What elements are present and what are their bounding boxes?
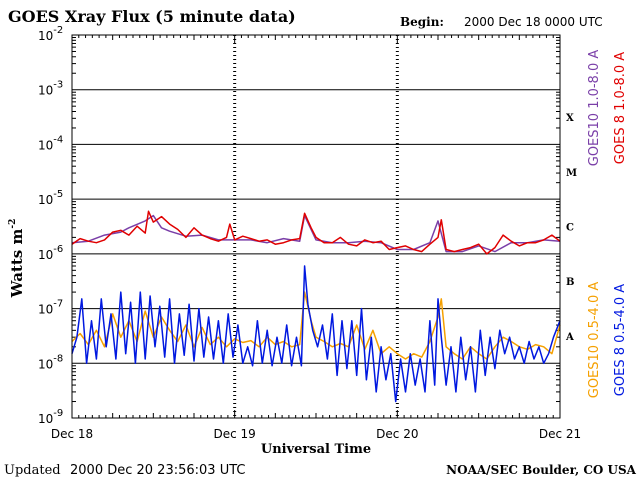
flare-class-label: B: [566, 277, 574, 288]
x-tick-label: Dec 20: [376, 427, 418, 441]
y-axis-label: Watts m-2: [8, 219, 26, 299]
y-tick-exponent: -7: [53, 299, 63, 310]
y-tick-label: 10-2: [38, 25, 63, 43]
series-line-2: [71, 291, 561, 360]
series-line-1: [71, 210, 561, 255]
flare-class-label: C: [566, 223, 574, 234]
begin-label: Begin:: [400, 15, 444, 29]
updated-label: Updated: [4, 463, 61, 478]
y-tick-label: 10-3: [38, 80, 63, 98]
y-tick-base: 10: [38, 357, 53, 371]
y-tick-exponent: -3: [53, 80, 63, 91]
y-tick-exponent: -2: [53, 25, 63, 36]
y-tick-base: 10: [38, 193, 53, 207]
flare-class-label: A: [565, 332, 574, 343]
begin-value: 2000 Dec 18 0000 UTC: [464, 15, 603, 29]
y-tick-base: 10: [38, 248, 53, 262]
y-tick-exponent: -5: [53, 189, 63, 200]
y-tick-label: 10-5: [38, 189, 63, 207]
chart-title: GOES Xray Flux (5 minute data): [8, 7, 296, 26]
y-tick-label: 10-8: [38, 353, 63, 371]
y-axis-label-text: Watts m: [8, 229, 26, 299]
x-tick-label: Dec 19: [214, 427, 256, 441]
series-line-3: [71, 265, 561, 403]
flare-class-labels: X M C B A: [565, 113, 577, 343]
y-tick-label: 10-4: [38, 134, 63, 152]
y-tick-exponent: -9: [53, 408, 63, 419]
y-tick-base: 10: [38, 412, 53, 426]
y-tick-exponent: -6: [53, 244, 63, 255]
legend-goes8-long: GOES 8 1.0-8.0 A: [613, 52, 628, 164]
y-tick-label: 10-6: [38, 244, 63, 262]
y-tick-base: 10: [38, 138, 53, 152]
x-tick-label: Dec 21: [539, 427, 581, 441]
legend-goes10-long: GOES10 1.0-8.0 A: [587, 50, 602, 167]
y-tick-labels: 10-210-310-410-510-610-710-810-9: [38, 25, 63, 426]
y-axis-label-superscript: -2: [8, 219, 18, 229]
y-tick-label: 10-7: [38, 299, 63, 317]
flare-class-label: M: [566, 168, 577, 179]
credit-text: NOAA/SEC Boulder, CO USA: [446, 463, 637, 477]
y-tick-exponent: -4: [53, 134, 63, 145]
x-axis-label: Universal Time: [261, 442, 371, 457]
y-tick-base: 10: [38, 84, 53, 98]
x-tick-labels: Dec 18 Dec 19 Dec 20 Dec 21: [51, 427, 581, 441]
plot-frame: [71, 34, 561, 419]
y-tick-label: 10-9: [38, 408, 63, 426]
legend-goes10-short: GOES10 0.5-4.0 A: [587, 282, 602, 399]
frame-layer: [71, 34, 561, 419]
flare-class-label: X: [566, 113, 574, 124]
legend-goes8-short: GOES 8 0.5-4.0 A: [613, 284, 628, 396]
updated-value: 2000 Dec 20 23:56:03 UTC: [70, 463, 245, 478]
x-tick-label: Dec 18: [51, 427, 93, 441]
y-tick-exponent: -8: [53, 353, 63, 364]
series-layer: [71, 210, 561, 403]
y-tick-base: 10: [38, 29, 53, 43]
y-tick-base: 10: [38, 303, 53, 317]
